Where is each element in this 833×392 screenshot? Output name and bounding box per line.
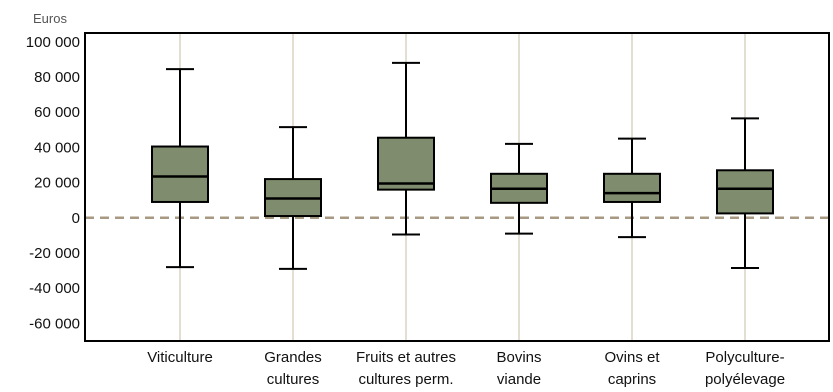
box-group bbox=[151, 68, 209, 269]
x-category-label: Polyculture- bbox=[705, 349, 784, 366]
x-category-label: polyélevage bbox=[705, 371, 785, 388]
x-category-label: viande bbox=[497, 371, 541, 388]
x-category-label: cultures bbox=[267, 371, 320, 388]
y-tick-label: 60 000 bbox=[34, 104, 80, 121]
y-tick-label: 40 000 bbox=[34, 139, 80, 156]
y-tick-label: 100 000 bbox=[26, 34, 80, 51]
y-tick-label: -40 000 bbox=[29, 280, 80, 297]
x-category-label: Bovins bbox=[496, 349, 541, 366]
box-group bbox=[603, 137, 661, 239]
box-group bbox=[377, 61, 435, 236]
iqr-box bbox=[151, 145, 209, 203]
iqr-box bbox=[377, 136, 435, 191]
y-tick-label: 0 bbox=[72, 210, 80, 227]
x-axis-category-labels: Viticulture Grandes cultures Fruits et autr… bbox=[147, 349, 785, 388]
y-tick-label: 20 000 bbox=[34, 175, 80, 192]
y-tick-label: -60 000 bbox=[29, 315, 80, 332]
x-category-label: Grandes bbox=[264, 349, 322, 366]
y-tick-label: -20 000 bbox=[29, 245, 80, 262]
x-category-label: Fruits et autres bbox=[356, 349, 456, 366]
y-tick-label: 80 000 bbox=[34, 69, 80, 86]
x-category-label: cultures perm. bbox=[358, 371, 453, 388]
x-category-label: Ovins et bbox=[604, 349, 660, 366]
box-group bbox=[490, 142, 548, 235]
x-category-label: caprins bbox=[608, 371, 656, 388]
plot-area-frame bbox=[84, 32, 830, 342]
iqr-box bbox=[603, 172, 661, 203]
y-axis-ticks: 100 000 80 000 60 000 40 000 20 000 0 -20 000 -… bbox=[26, 34, 80, 333]
iqr-box bbox=[716, 169, 774, 215]
box-group bbox=[716, 117, 774, 269]
y-axis-unit-label: Euros bbox=[33, 11, 67, 26]
box-group bbox=[264, 126, 322, 270]
boxplot-series bbox=[151, 61, 774, 270]
x-category-label: Viticulture bbox=[147, 349, 213, 366]
